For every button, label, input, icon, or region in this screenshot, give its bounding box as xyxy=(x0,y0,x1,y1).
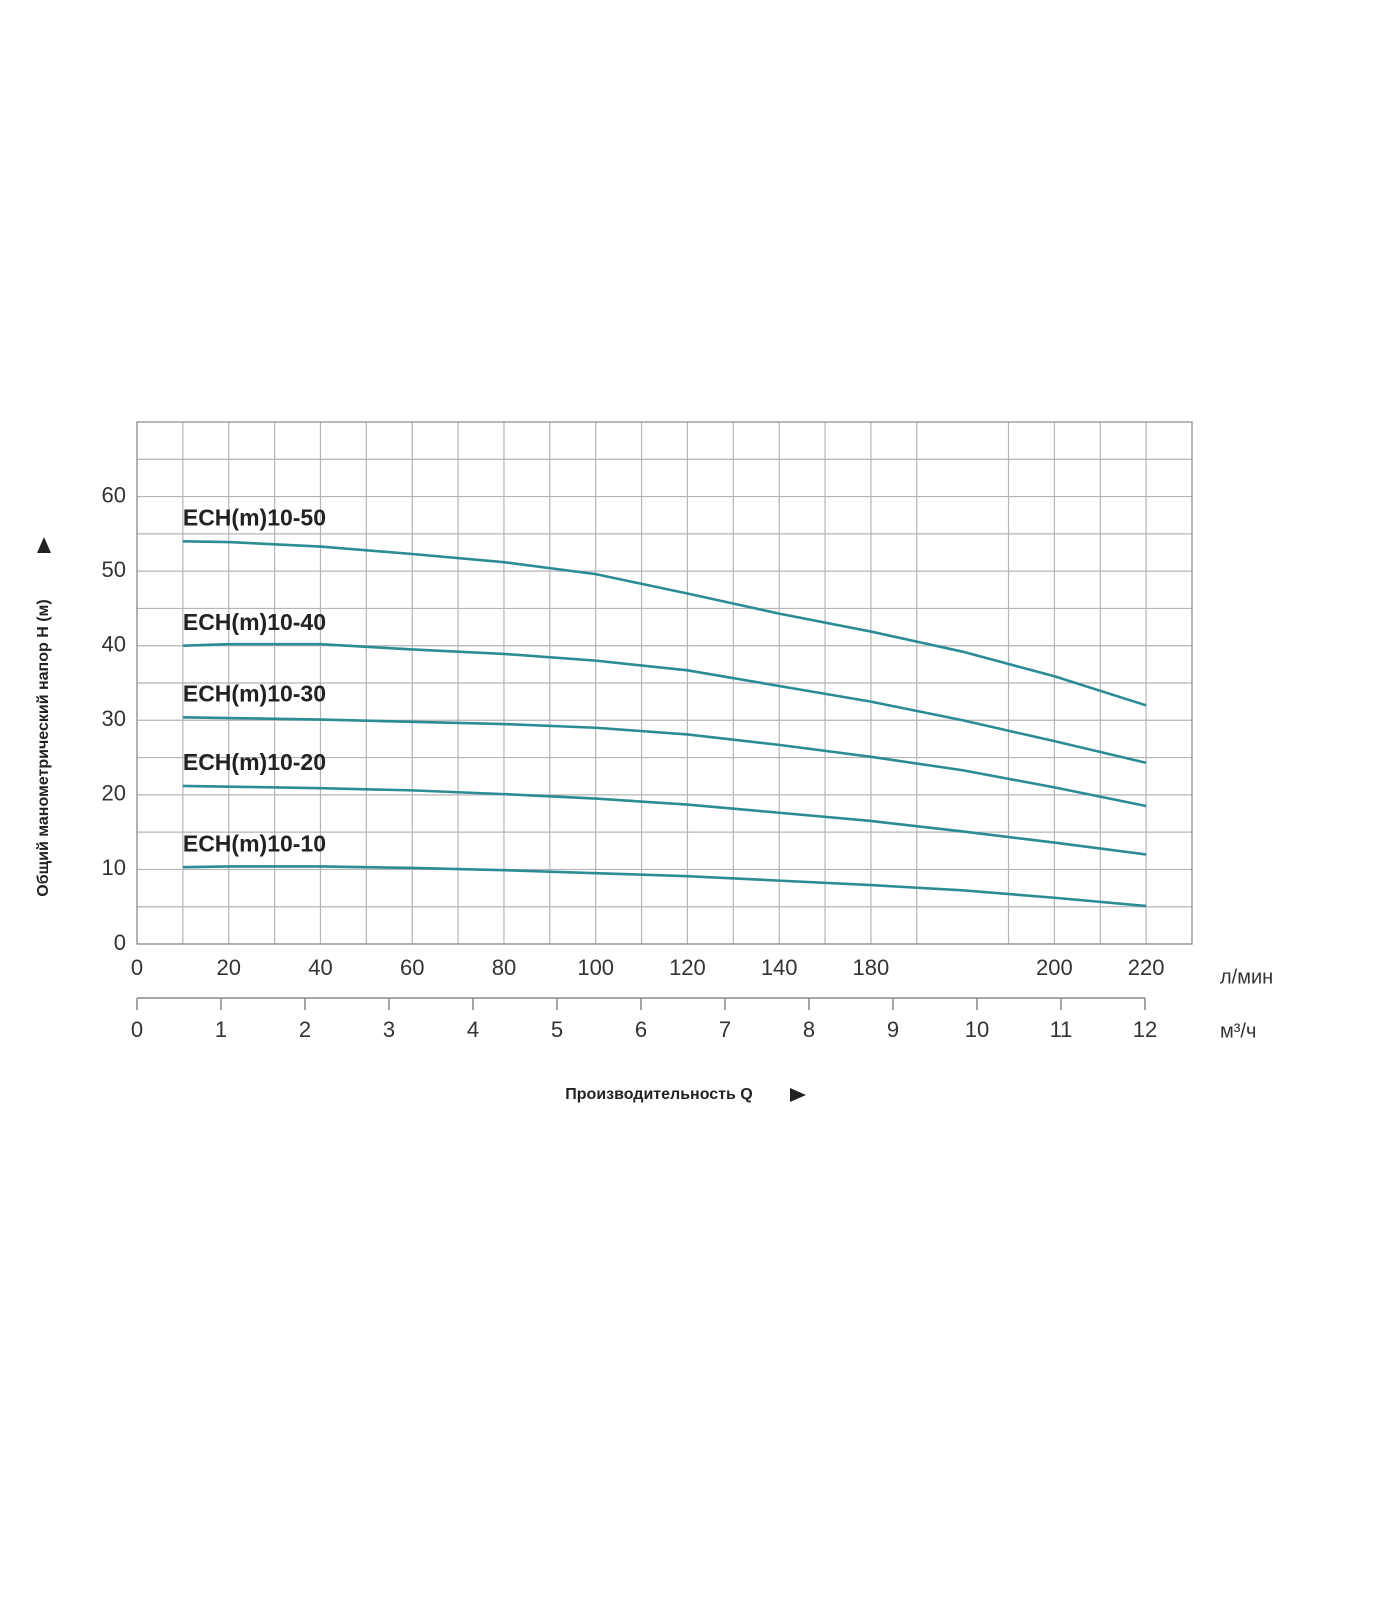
x-tick-label: 100 xyxy=(577,955,614,980)
x-axis-arrow xyxy=(790,1088,806,1102)
x2-tick-label: 5 xyxy=(551,1017,563,1042)
series-line xyxy=(182,865,1147,908)
series-label: ECH(m)10-40 xyxy=(183,609,326,635)
y-tick-label: 10 xyxy=(102,855,126,880)
series-label: ECH(m)10-10 xyxy=(183,830,326,856)
x-tick-label: 60 xyxy=(400,955,424,980)
x-tick-label: 120 xyxy=(669,955,706,980)
x-tick-label: 180 xyxy=(853,955,890,980)
x2-tick-label: 11 xyxy=(1050,1017,1073,1042)
x2-tick-label: 12 xyxy=(1133,1017,1157,1042)
x2-tick-label: 3 xyxy=(383,1017,395,1042)
series-label: ECH(m)10-20 xyxy=(183,749,326,775)
x-tick-label: 220 xyxy=(1128,955,1165,980)
y-axis-title: Общий манометрический напор H (м) xyxy=(35,599,52,896)
series-line xyxy=(182,716,1147,808)
y-tick-label: 0 xyxy=(114,930,126,955)
plot-frame xyxy=(136,421,1193,945)
y-tick-label: 60 xyxy=(102,482,126,507)
x2-tick-label: 7 xyxy=(719,1017,731,1042)
y-tick-label: 50 xyxy=(102,557,126,582)
x-tick-label: 80 xyxy=(492,955,516,980)
series-line xyxy=(182,540,1147,707)
x2-tick-label: 8 xyxy=(803,1017,815,1042)
y-tick-label: 30 xyxy=(102,706,126,731)
x2-tick-label: 10 xyxy=(965,1017,989,1042)
x-unit: л/мин xyxy=(1220,966,1273,988)
x-tick-label: 40 xyxy=(308,955,332,980)
series-line xyxy=(182,784,1147,856)
y-tick-label: 40 xyxy=(102,632,126,657)
x2-tick-label: 2 xyxy=(299,1017,311,1042)
series-line xyxy=(182,642,1147,765)
y-tick-label: 20 xyxy=(102,781,126,806)
x-tick-label: 140 xyxy=(761,955,798,980)
y-axis-arrow xyxy=(37,537,51,553)
series-label: ECH(m)10-30 xyxy=(183,680,326,706)
x2-tick-label: 9 xyxy=(887,1017,899,1042)
series-label: ECH(m)10-50 xyxy=(183,504,326,530)
x2-tick-label: 6 xyxy=(635,1017,647,1042)
x2-unit: м³/ч xyxy=(1220,1020,1256,1042)
x-axis-title: Производительность Q xyxy=(565,1086,752,1103)
x2-tick-label: 0 xyxy=(131,1017,143,1042)
x-tick-label: 200 xyxy=(1036,955,1073,980)
x-tick-label: 0 xyxy=(131,955,143,980)
x2-tick-label: 1 xyxy=(215,1017,227,1042)
x-tick-label: 20 xyxy=(216,955,240,980)
x2-tick-label: 4 xyxy=(467,1017,479,1042)
